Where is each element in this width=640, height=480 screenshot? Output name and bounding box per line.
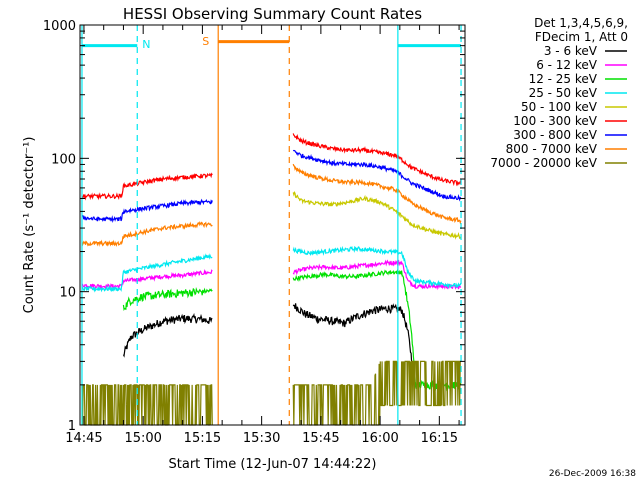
x-tick-label: 16:00 <box>361 431 398 446</box>
series-4-line-1 <box>81 253 213 293</box>
legend-label-3: 12 - 25 keV <box>529 72 598 86</box>
series-6 <box>81 133 462 201</box>
legend: Det 1,3,4,5,6,9, FDecim 1, Att 0 3 - 6 k… <box>490 16 628 170</box>
y-tick-label: 1 <box>68 419 76 434</box>
series-7-line-1 <box>81 198 213 223</box>
series-8-line-2 <box>292 163 462 225</box>
legend-label-4: 25 - 50 keV <box>529 86 598 100</box>
saa-marker-label: S <box>202 35 209 48</box>
chart-title: HESSI Observing Summary Count Rates <box>123 5 422 23</box>
legend-header-line-2: FDecim 1, Att 0 <box>535 30 628 44</box>
series-1 <box>122 303 415 381</box>
series-2-line-1 <box>81 268 213 291</box>
series-8 <box>81 163 462 247</box>
x-tick-label: 15:45 <box>302 431 339 446</box>
series-9-line-1 <box>81 384 213 426</box>
x-tick-label: 15:30 <box>243 431 280 446</box>
legend-label-9: 7000 - 20000 keV <box>490 156 597 170</box>
legend-label-5: 50 - 100 keV <box>521 100 598 114</box>
x-axis-label: Start Time (12-Jun-07 14:44:22) <box>169 457 377 472</box>
series-8-line-1 <box>81 220 213 247</box>
y-tick-label: 10 <box>59 286 76 301</box>
series-6-line-2 <box>292 133 462 187</box>
x-tick-label: 14:45 <box>65 431 102 446</box>
series-1-line-2 <box>292 303 415 381</box>
plot-series <box>81 133 462 426</box>
series-9 <box>81 360 461 426</box>
legend-label-8: 800 - 7000 keV <box>506 142 598 156</box>
series-5-line-1 <box>292 191 462 240</box>
series-1-line-1 <box>122 312 213 358</box>
night-marker-label: N <box>142 38 150 51</box>
series-7 <box>81 149 462 223</box>
y-axis: 1 10 100 1000 <box>43 19 465 434</box>
x-axis: 14:45 15:00 15:15 15:30 15:45 16:00 16:15 <box>65 25 460 446</box>
series-4-line-2 <box>292 245 462 289</box>
legend-label-6: 100 - 300 keV <box>513 114 597 128</box>
series-7-line-2 <box>292 149 462 202</box>
legend-label-1: 3 - 6 keV <box>544 44 598 58</box>
y-tick-label: 1000 <box>43 19 76 34</box>
y-axis-label: Count Rate (s⁻¹ detector⁻¹) <box>22 137 37 314</box>
x-tick-label: 15:00 <box>124 431 161 446</box>
series-3-line-1 <box>122 286 213 311</box>
x-tick-label: 15:15 <box>184 431 221 446</box>
y-tick-label: 100 <box>51 152 76 167</box>
footer-timestamp: 26-Dec-2009 16:38 <box>549 469 636 479</box>
series-4 <box>81 245 462 293</box>
x-tick-label: 16:15 <box>421 431 458 446</box>
legend-label-7: 300 - 800 keV <box>513 128 597 142</box>
plot-frame <box>79 24 466 426</box>
series-5 <box>292 191 462 240</box>
legend-label-2: 6 - 12 keV <box>536 58 598 72</box>
legend-header-line-1: Det 1,3,4,5,6,9, <box>534 16 628 30</box>
series-6-line-1 <box>81 172 213 201</box>
series-9-line-2 <box>292 360 461 426</box>
